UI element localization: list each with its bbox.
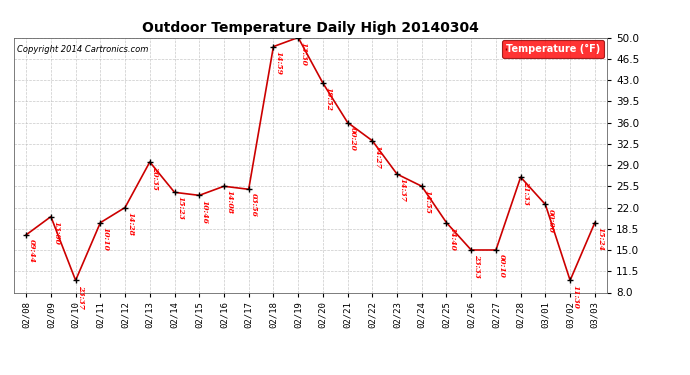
Text: 10:10: 10:10 <box>102 227 110 251</box>
Text: 11:30: 11:30 <box>572 285 580 308</box>
Title: Outdoor Temperature Daily High 20140304: Outdoor Temperature Daily High 20140304 <box>142 21 479 35</box>
Legend: Temperature (°F): Temperature (°F) <box>502 40 604 58</box>
Text: Copyright 2014 Cartronics.com: Copyright 2014 Cartronics.com <box>17 45 148 54</box>
Text: 23:33: 23:33 <box>473 254 481 278</box>
Text: 13:00: 13:00 <box>52 221 61 245</box>
Text: 15:23: 15:23 <box>176 196 184 220</box>
Text: 15:24: 15:24 <box>596 227 604 251</box>
Text: 21:33: 21:33 <box>522 181 530 205</box>
Text: 10:46: 10:46 <box>201 200 209 223</box>
Text: 14:40: 14:40 <box>448 227 456 251</box>
Text: 23:37: 23:37 <box>77 285 85 308</box>
Text: 00:00: 00:00 <box>547 209 555 232</box>
Text: 13:30: 13:30 <box>299 42 308 66</box>
Text: 00:20: 00:20 <box>349 127 357 150</box>
Text: 00:10: 00:10 <box>497 254 506 278</box>
Text: 14:28: 14:28 <box>127 211 135 236</box>
Text: 14:55: 14:55 <box>424 190 431 214</box>
Text: 14:37: 14:37 <box>399 178 406 202</box>
Text: 03:56: 03:56 <box>250 194 258 217</box>
Text: 14:59: 14:59 <box>275 51 283 75</box>
Text: 20:35: 20:35 <box>151 166 159 190</box>
Text: 19:52: 19:52 <box>324 87 333 111</box>
Text: 14:08: 14:08 <box>226 190 233 214</box>
Text: 14:27: 14:27 <box>374 145 382 169</box>
Text: 09:44: 09:44 <box>28 239 36 263</box>
